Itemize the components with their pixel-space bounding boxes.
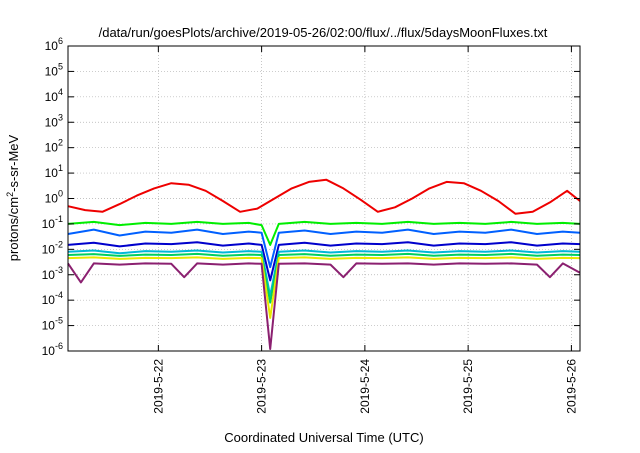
y-tick-exponent: -2 xyxy=(55,239,63,249)
series-line-6 xyxy=(67,252,581,304)
y-axis-label: protons/cm2-s-sr-MeV xyxy=(5,134,21,261)
y-tick-base: 10 xyxy=(45,115,59,129)
y-tick-base: 10 xyxy=(42,242,56,256)
y-axis-label-sup: 2 xyxy=(5,192,15,197)
y-tick-base: 10 xyxy=(45,39,59,53)
y-tick-exponent: 4 xyxy=(58,87,63,97)
y-tick-exponent: -4 xyxy=(55,290,63,300)
x-axis-label: Coordinated Universal Time (UTC) xyxy=(224,430,423,445)
y-tick-exponent: 3 xyxy=(58,112,63,122)
y-tick-base: 10 xyxy=(42,344,56,358)
y-tick-label: 103 xyxy=(45,112,63,129)
y-tick-base: 10 xyxy=(42,217,56,231)
series-line-1 xyxy=(67,178,581,215)
y-tick-base: 10 xyxy=(45,141,59,155)
y-tick-exponent: -5 xyxy=(55,316,63,326)
y-tick-label: 102 xyxy=(45,138,63,155)
series-layer xyxy=(67,178,581,350)
x-tick-label: 2019-5-23 xyxy=(255,359,269,414)
y-tick-exponent: 6 xyxy=(58,36,63,46)
y-tick-base: 10 xyxy=(45,64,59,78)
y-tick-label: 106 xyxy=(45,36,63,53)
x-axis: 2019-5-22 2019-5-23 2019-5-24 2019-5-25 2019… xyxy=(151,46,578,414)
y-tick-base: 10 xyxy=(42,319,56,333)
chart-title: /data/run/goesPlots/archive/2019-05-26/0… xyxy=(99,25,548,40)
y-tick-label: 101 xyxy=(45,163,63,180)
y-tick-exponent: -3 xyxy=(55,265,63,275)
y-tick-exponent: 5 xyxy=(58,61,63,71)
y-tick-label: 104 xyxy=(45,87,63,104)
series-line-3 xyxy=(67,228,581,269)
y-axis-label-prefix: protons/cm xyxy=(6,197,21,261)
y-tick-exponent: 2 xyxy=(58,138,63,148)
y-tick-label: 10-2 xyxy=(42,239,63,256)
y-tick-label: 100 xyxy=(45,189,63,206)
y-tick-base: 10 xyxy=(42,293,56,307)
y-axis-label-suffix: -s-sr-MeV xyxy=(6,134,21,191)
y-tick-label: 10-1 xyxy=(42,214,63,231)
series-line-5 xyxy=(67,249,581,297)
y-axis: 10-610-510-410-310-210-11001011021031041… xyxy=(42,36,580,358)
x-tick-label: 2019-5-25 xyxy=(461,359,475,414)
x-tick-label: 2019-5-26 xyxy=(564,359,578,414)
y-tick-label: 105 xyxy=(45,61,63,78)
y-tick-label: 10-6 xyxy=(42,341,63,358)
y-tick-base: 10 xyxy=(45,192,59,206)
y-tick-base: 10 xyxy=(42,268,56,282)
y-tick-exponent: 0 xyxy=(58,189,63,199)
series-line-8 xyxy=(67,262,581,350)
y-tick-base: 10 xyxy=(45,166,59,180)
x-tick-label: 2019-5-24 xyxy=(358,359,372,414)
y-tick-base: 10 xyxy=(45,90,59,104)
series-line-4 xyxy=(67,241,581,282)
y-tick-exponent: -1 xyxy=(55,214,63,224)
y-tick-label: 10-3 xyxy=(42,265,63,282)
series-line-7 xyxy=(67,256,581,319)
y-tick-label: 10-5 xyxy=(42,316,63,333)
series-line-2 xyxy=(67,220,581,246)
y-tick-exponent: -6 xyxy=(55,341,63,351)
y-tick-label: 10-4 xyxy=(42,290,63,307)
x-tick-label: 2019-5-22 xyxy=(151,359,165,414)
y-tick-exponent: 1 xyxy=(58,163,63,173)
